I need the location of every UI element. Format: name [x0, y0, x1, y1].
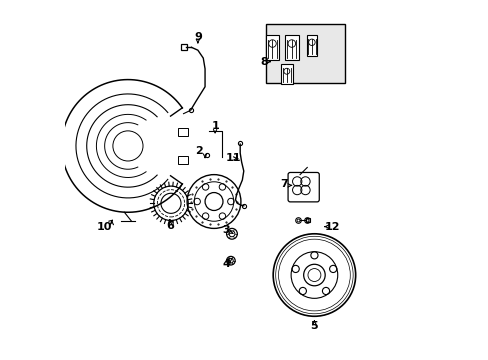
Text: 9: 9 — [194, 32, 202, 41]
Text: 12: 12 — [324, 222, 340, 231]
Text: 1: 1 — [211, 121, 219, 131]
Text: 6: 6 — [165, 221, 174, 231]
Bar — [265, 35, 279, 60]
Text: 10: 10 — [96, 222, 111, 232]
Bar — [280, 64, 292, 84]
Bar — [285, 35, 298, 60]
Text: 11: 11 — [225, 153, 241, 163]
Bar — [265, 24, 344, 83]
Text: 5: 5 — [310, 321, 318, 331]
Text: 4: 4 — [222, 259, 230, 269]
Text: 7: 7 — [280, 179, 287, 189]
Text: 8: 8 — [260, 57, 267, 67]
Bar — [177, 127, 187, 136]
Text: 2: 2 — [194, 146, 202, 156]
Bar — [306, 35, 317, 56]
Text: 3: 3 — [223, 225, 230, 235]
Bar — [177, 156, 187, 164]
